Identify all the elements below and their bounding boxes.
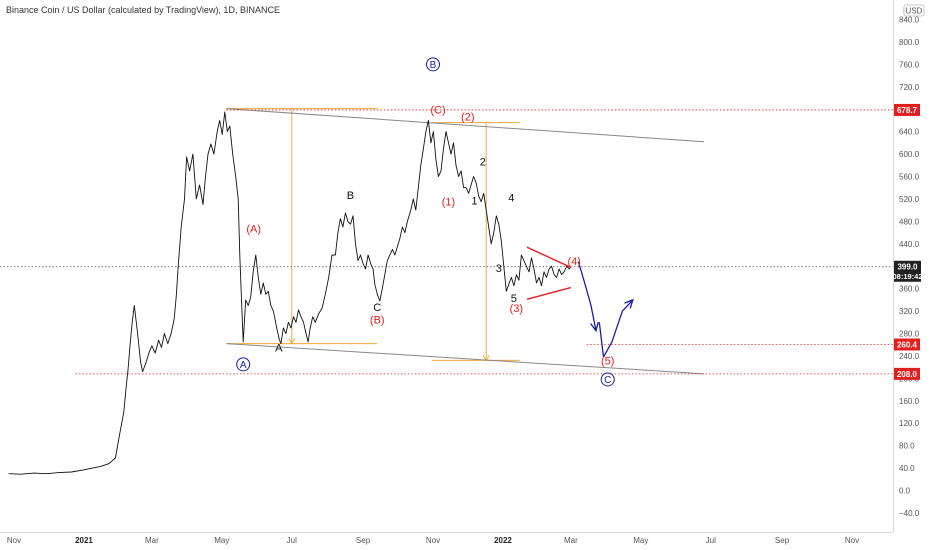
x-tick-label: Nov [426, 536, 440, 545]
y-tick-label: 120.0 [899, 419, 920, 428]
y-axis[interactable]: 8USD840.0800.0760.0720.0680.0640.0600.05… [892, 0, 932, 550]
wave-label: (4) [567, 256, 580, 268]
wave-label-circled: B [426, 57, 440, 72]
triangle-line [526, 286, 572, 300]
y-tick-label: 560.0 [899, 173, 920, 182]
y-tick-label: 80.0 [899, 442, 915, 451]
x-tick-label: Mar [564, 536, 578, 545]
currency-box [903, 4, 925, 17]
countdown-label: 08:19:42 [892, 272, 922, 281]
x-tick-label: May [214, 536, 229, 545]
wave-label: (2) [461, 111, 474, 123]
wave-label: (B) [370, 314, 385, 326]
wave-label: A [240, 360, 247, 371]
y-tick-label: 840.0 [899, 16, 920, 25]
wave-label-circled: A [236, 357, 251, 372]
triangle-lines [526, 246, 572, 300]
wave-label: 1 [471, 196, 477, 208]
y-tick-label: 520.0 [899, 195, 920, 204]
wave-circle [600, 372, 615, 387]
orange-arrowhead [288, 338, 296, 345]
x-tick-label: 2022 [494, 536, 512, 545]
x-tick-label: May [633, 536, 648, 545]
price-tag-box [894, 103, 920, 116]
y-tick-label: 480.0 [899, 217, 920, 226]
price-line [8, 111, 572, 475]
wave-label: (C) [430, 105, 445, 117]
y-tick-label: 800.0 [899, 38, 920, 47]
current-price-label: 399.0 [897, 262, 918, 271]
wave-label: A [275, 342, 283, 354]
x-tick-label: Sep [356, 536, 371, 545]
price-tag-box [894, 367, 920, 380]
wave-label: 5 [511, 293, 517, 305]
x-tick-label: Jul [706, 536, 716, 545]
price-tag-label: 678.7 [897, 106, 918, 115]
wave-label: (1) [442, 197, 455, 209]
price-tag: 208.0 [894, 367, 920, 380]
y-tick-label: −40.0 [899, 509, 920, 518]
y-tick-label: 320.0 [899, 307, 920, 316]
x-tick-label: Nov [845, 536, 859, 545]
y-tick-label: 280.0 [899, 330, 920, 339]
x-tick-label: 2021 [75, 536, 93, 545]
y-tick-label: 640.0 [899, 128, 920, 137]
currency-label: USD [906, 7, 923, 16]
channel-line [226, 343, 705, 375]
y-tick-label: 440.0 [899, 240, 920, 249]
projection-up-arrow [602, 299, 634, 358]
triangle-line [526, 246, 572, 268]
projection-up-arrow-head [624, 298, 634, 309]
wave-label: 4 [508, 193, 514, 205]
price-tag: 678.7 [894, 103, 920, 116]
wave-label: 3 [496, 263, 502, 275]
chart-title: Binance Coin / US Dollar (calculated by … [6, 5, 280, 15]
wave-label-circled: C [600, 372, 615, 387]
price-tag: 260.4 [894, 338, 920, 351]
wave-label: B [430, 60, 437, 71]
y-tick-label: 240.0 [899, 352, 920, 361]
x-tick-label: Jul [287, 536, 297, 545]
wave-label: 2 [480, 156, 486, 168]
projection-down-arrow [577, 261, 597, 331]
y-tick-label: 360.0 [899, 285, 920, 294]
wave-label: C [373, 302, 381, 314]
x-tick-label: Mar [145, 536, 159, 545]
wave-circle [426, 57, 440, 72]
price-tag-box [894, 338, 920, 351]
price-tag-label: 260.4 [897, 340, 918, 349]
y-tick-label: 160.0 [899, 397, 920, 406]
wave-label: B [347, 190, 354, 202]
price-level-lines [0, 109, 893, 375]
wave-label: (3) [510, 303, 523, 315]
channel-lines [226, 108, 705, 375]
projection-arrows [577, 261, 634, 358]
projection-down-arrow-head [590, 321, 599, 333]
channel-line [226, 108, 705, 143]
wave-label: (A) [246, 224, 261, 236]
x-tick-label: Sep [775, 536, 790, 545]
current-price-tag: 399.008:19:42 [892, 260, 923, 282]
current-price-box [894, 260, 921, 282]
y-tick-label: 40.0 [899, 464, 915, 473]
x-axis[interactable]: Nov 2021 Mar May Jul Sep Nov 2022 Mar May Jul Sep No… [0, 532, 893, 546]
projection-bridge [598, 322, 605, 358]
price-series [8, 111, 572, 475]
y-tick-label: 760.0 [899, 60, 920, 69]
wave-labels: B A C (A) (B) (C) (1) (2) (3) (4) (5) A B C 1 2 3 4 5 [236, 57, 615, 387]
x-tick-label: Nov [7, 536, 21, 545]
wave-label: (5) [601, 355, 614, 367]
y-tick-label: 720.0 [899, 83, 920, 92]
currency-badge[interactable]: USD [903, 4, 925, 17]
wave-label: C [604, 375, 611, 386]
y-tick-label: 0.0 [899, 487, 911, 496]
orange-guides [226, 108, 520, 362]
y-tick-label: 600.0 [899, 150, 920, 159]
wave-circle [236, 357, 251, 372]
price-tag-label: 208.0 [897, 370, 918, 379]
